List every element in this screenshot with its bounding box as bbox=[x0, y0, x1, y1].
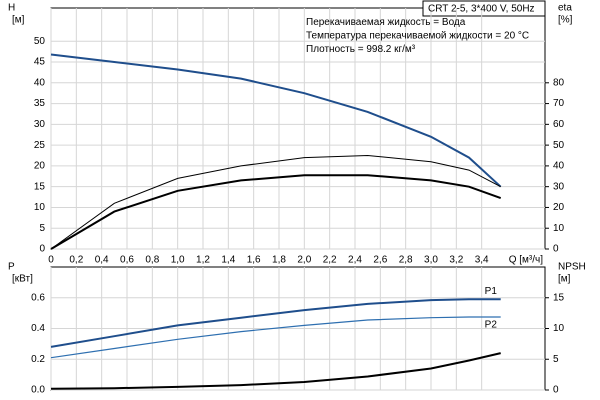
y-tick-label: 45 bbox=[34, 57, 46, 68]
x-tick-label: 0,2 bbox=[69, 255, 83, 266]
curve bbox=[50, 174, 502, 250]
y2-axis-label: [%] bbox=[558, 15, 573, 26]
y-tick-label: 0 bbox=[39, 244, 45, 255]
annotation: CRT 2-5, 3*400 V, 50Hz bbox=[428, 4, 535, 15]
x-tick-label: 1,8 bbox=[272, 255, 286, 266]
x-axis-label: Q [м³/ч] bbox=[509, 255, 544, 266]
x-tick-label: 0 bbox=[48, 255, 54, 266]
x-tick-label: 2,2 bbox=[323, 255, 337, 266]
x-tick-label: 1,2 bbox=[196, 255, 210, 266]
series-label: P2 bbox=[485, 320, 498, 331]
y2-tick-label: 80 bbox=[553, 77, 565, 88]
x-tick-label: 0,8 bbox=[145, 255, 159, 266]
y-tick-label: 10 bbox=[34, 202, 46, 213]
x-tick-label: 0,4 bbox=[95, 255, 109, 266]
y2-axis-label: NPSH bbox=[558, 262, 586, 273]
y-tick-label: 30 bbox=[34, 119, 46, 130]
curve bbox=[50, 316, 501, 359]
y-axis-label: [кВт] bbox=[12, 274, 33, 285]
x-tick-label: 3,0 bbox=[424, 255, 438, 266]
y-tick-label: 40 bbox=[34, 77, 46, 88]
x-tick-label: 2,8 bbox=[399, 255, 413, 266]
y2-tick-label: 60 bbox=[553, 119, 565, 130]
y2-tick-label: 20 bbox=[553, 202, 565, 213]
y2-tick-label: 5 bbox=[553, 354, 559, 365]
curve bbox=[50, 53, 502, 188]
y2-tick-label: 10 bbox=[553, 223, 565, 234]
x-tick-label: 2,6 bbox=[373, 255, 387, 266]
y2-tick-label: 50 bbox=[553, 140, 565, 151]
y-tick-label: 50 bbox=[34, 36, 46, 47]
x-tick-label: 1,4 bbox=[221, 255, 235, 266]
annotation: Перекачиваемая жидкость = Вода bbox=[306, 17, 466, 28]
x-tick-label: 2,0 bbox=[297, 255, 311, 266]
x-tick-label: 1,6 bbox=[247, 255, 261, 266]
curve bbox=[50, 154, 501, 250]
x-tick-label: 2,4 bbox=[348, 255, 362, 266]
y-axis-label: [м] bbox=[12, 15, 25, 26]
y2-axis-label: [м] bbox=[558, 274, 571, 285]
y-tick-label: 25 bbox=[34, 140, 46, 151]
y2-tick-label: 40 bbox=[553, 161, 565, 172]
x-tick-label: 1,0 bbox=[171, 255, 185, 266]
y2-tick-label: 70 bbox=[553, 98, 565, 109]
y2-axis-label: eta bbox=[558, 3, 572, 14]
info-box bbox=[422, 0, 546, 17]
y2-tick-label: 0 bbox=[553, 385, 559, 396]
y-tick-label: 0.4 bbox=[31, 323, 45, 334]
y2-tick-label: 30 bbox=[553, 181, 565, 192]
y2-tick-label: 0 bbox=[553, 244, 559, 255]
y-tick-label: 15 bbox=[34, 181, 46, 192]
annotation: Температура перекачиваемой жидкости = 20… bbox=[306, 31, 529, 42]
y2-tick-label: 15 bbox=[553, 292, 565, 303]
x-tick-label: 3,2 bbox=[449, 255, 463, 266]
annotation: Плотность = 998.2 кг/м³ bbox=[306, 44, 416, 55]
x-tick-label: 3,4 bbox=[475, 255, 489, 266]
curve bbox=[50, 298, 501, 348]
plot-frame bbox=[50, 7, 546, 250]
series-label: P1 bbox=[485, 286, 498, 297]
y-tick-label: 0.6 bbox=[31, 292, 45, 303]
x-tick-label: 0,6 bbox=[120, 255, 134, 266]
y-tick-label: 0.2 bbox=[31, 354, 45, 365]
y2-tick-label: 10 bbox=[553, 323, 565, 334]
y-tick-label: 35 bbox=[34, 98, 46, 109]
y-tick-label: 20 bbox=[34, 161, 46, 172]
curve bbox=[50, 352, 501, 390]
y-axis-label: P bbox=[8, 262, 15, 273]
y-tick-label: 0.0 bbox=[31, 385, 45, 396]
y-axis-label: H bbox=[8, 3, 15, 14]
y-tick-label: 5 bbox=[39, 223, 45, 234]
